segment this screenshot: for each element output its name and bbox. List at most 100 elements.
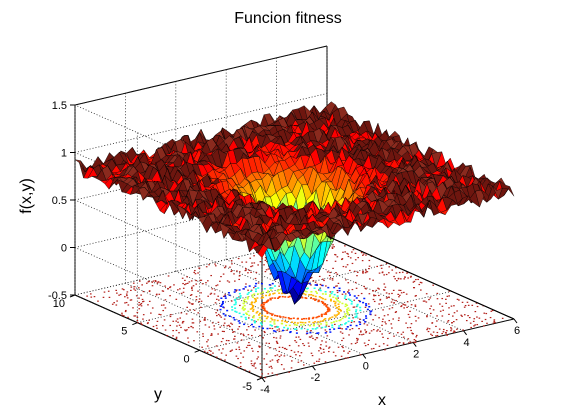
contour-dot	[245, 283, 247, 285]
contour-dot	[257, 264, 259, 266]
contour-dot	[107, 290, 110, 292]
contour-dot	[179, 317, 182, 319]
contour-dot	[388, 319, 391, 322]
contour-dot	[197, 272, 199, 274]
contour-dot	[489, 316, 492, 319]
contour-dot	[151, 281, 154, 283]
contour-dot	[408, 342, 410, 344]
contour-dot	[258, 346, 261, 348]
contour-dot	[228, 281, 231, 283]
contour-dot	[453, 305, 455, 307]
contour-dot	[308, 336, 311, 338]
contour-dot	[155, 324, 158, 327]
contour-dot	[375, 289, 378, 292]
contour-dot	[225, 343, 227, 345]
contour-dot	[229, 266, 231, 268]
contour-dot	[325, 345, 328, 347]
contour-dot	[448, 290, 451, 292]
contour-ring-point	[261, 294, 264, 297]
contour-dot	[425, 293, 428, 295]
contour-dot	[347, 289, 350, 291]
contour-dot	[352, 306, 355, 308]
contour-dot	[341, 258, 344, 260]
contour-ring-point	[248, 314, 251, 317]
contour-ring-point	[253, 293, 256, 295]
contour-dot	[191, 322, 194, 324]
contour-dot	[464, 304, 467, 307]
contour-dot	[478, 317, 481, 319]
contour-ring-point	[345, 322, 348, 324]
contour-ring-point	[304, 297, 307, 299]
contour-dot	[420, 282, 423, 284]
contour-ring-point	[243, 323, 246, 326]
contour-ring-point	[265, 300, 268, 303]
contour-dot	[147, 322, 149, 324]
contour-dot	[156, 293, 158, 295]
contour-dot	[365, 332, 367, 334]
contour-dot	[312, 337, 314, 339]
contour-dot	[245, 267, 247, 270]
contour-dot	[410, 304, 413, 306]
contour-ring-point	[291, 321, 294, 323]
contour-dot	[235, 355, 238, 357]
contour-dot	[377, 329, 379, 331]
contour-dot	[351, 251, 353, 253]
contour-dot	[204, 317, 206, 319]
contour-dot	[175, 320, 178, 322]
contour-ring-point	[355, 315, 358, 317]
contour-dot	[409, 310, 411, 312]
contour-dot	[225, 339, 228, 342]
contour-ring-point	[274, 297, 277, 299]
contour-ring-point	[245, 300, 248, 303]
contour-dot	[198, 298, 201, 300]
contour-dot	[326, 259, 328, 262]
contour-dot	[129, 299, 132, 301]
contour-ring-point	[331, 291, 334, 293]
contour-dot	[214, 265, 217, 267]
contour-dot	[176, 325, 178, 327]
contour-dot	[323, 279, 325, 282]
contour-dot	[180, 326, 182, 329]
contour-ring-point	[254, 285, 257, 287]
contour-dot	[118, 294, 120, 296]
x-tick-label: -2	[311, 372, 321, 384]
contour-dot	[242, 333, 245, 335]
contour-dot	[141, 323, 143, 326]
contour-dot	[113, 302, 115, 304]
contour-ring-point	[261, 314, 264, 317]
contour-dot	[90, 296, 93, 298]
contour-dot	[199, 279, 202, 281]
contour-dot	[210, 292, 213, 294]
contour-dot	[265, 363, 268, 365]
contour-dot	[290, 360, 293, 362]
contour-ring-point	[338, 325, 341, 327]
contour-dot	[251, 364, 254, 367]
contour-dot	[195, 283, 198, 285]
contour-ring-point	[249, 308, 252, 310]
contour-dot	[252, 350, 254, 352]
contour-dot	[450, 327, 452, 329]
contour-dot	[175, 336, 178, 338]
contour-dot	[310, 352, 313, 354]
contour-ring-point	[316, 292, 319, 294]
contour-dot	[341, 258, 343, 261]
contour-dot	[194, 269, 196, 272]
contour-ring-point	[326, 306, 329, 309]
contour-ring-point	[324, 326, 327, 328]
contour-dot	[335, 272, 337, 274]
contour-dot	[155, 294, 158, 296]
contour-dot	[187, 341, 190, 343]
contour-ring-point	[238, 312, 241, 315]
contour-ring-point	[245, 313, 248, 316]
contour-dot	[302, 343, 304, 345]
tick-labels: -4 -2 0 2 4 6 -5 0 5 10-0.5 0 0.5 1 1.5	[48, 100, 520, 396]
contour-ring-point	[233, 291, 236, 293]
contour-ring-point	[324, 317, 327, 320]
contour-dot	[214, 263, 216, 265]
contour-dot	[264, 271, 267, 273]
contour-dot	[152, 280, 155, 282]
contour-dot	[253, 255, 255, 257]
contour-dot	[463, 314, 466, 316]
contour-dot	[157, 281, 160, 283]
contour-ring-point	[276, 315, 279, 317]
